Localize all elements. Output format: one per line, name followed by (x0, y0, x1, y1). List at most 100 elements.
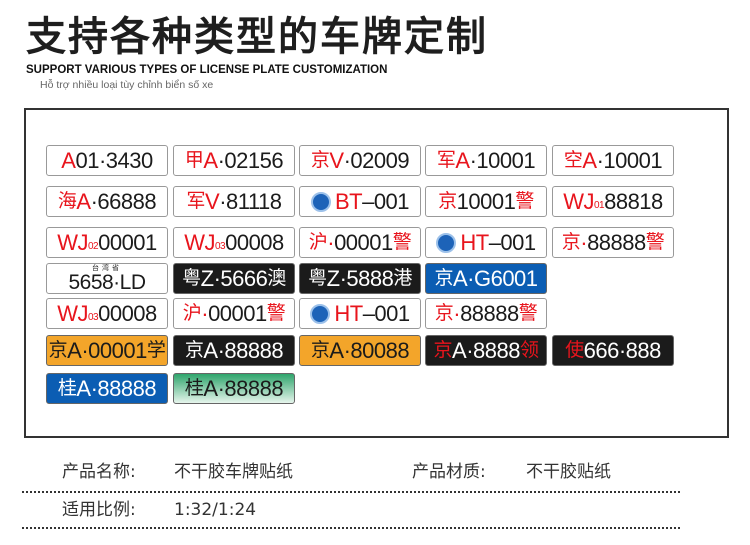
plate-text-segment: 03 (214, 241, 226, 252)
plate-text-segment: 00008 (225, 229, 284, 255)
license-plate: 桂 A·88888 (173, 373, 295, 404)
license-plate: 粤 Z·5888 港 (299, 263, 421, 294)
plate-text-segment: 02 (87, 241, 99, 252)
police-emblem-icon (436, 232, 457, 253)
product-material-label: 产品材质: (412, 462, 486, 482)
plate-text-segment: 军 (186, 190, 206, 212)
product-name-label: 产品名称: (62, 462, 136, 482)
product-name-value: 不干胶车牌贴纸 (174, 462, 293, 482)
plate-text-segment: 10001 (456, 188, 516, 214)
plate-text-segment: 粤 (308, 267, 327, 289)
plate-text-segment: 澳 (267, 267, 286, 289)
plate-text-segment: WJ (563, 188, 594, 214)
plate-text-segment: A·8888 (452, 337, 520, 363)
plate-text-segment: ·02009 (343, 147, 410, 173)
plate-text-segment: 京 (310, 339, 330, 361)
plate-text-segment: 京 (48, 339, 68, 361)
plate-text-segment: 警 (392, 231, 412, 253)
plate-text-segment: Z·5666 (200, 265, 268, 291)
plate-text-segment: · (580, 229, 588, 255)
plate-text-segment: Z·5888 (326, 265, 394, 291)
license-plate: 使 666·888 (552, 335, 674, 366)
plate-text-segment: ·66888 (90, 188, 157, 214)
plate-text-segment: A·88888 (76, 375, 157, 401)
plate-text-segment: A·88888 (203, 375, 284, 401)
plate-text-segment: A·00001 (67, 337, 147, 363)
plate-text-segment: –001 (488, 229, 536, 255)
license-plate: 京 V ·02009 (299, 145, 421, 176)
plate-text-segment: · (201, 300, 209, 326)
plate-text-segment: BT (334, 188, 363, 214)
license-plate: 军 A ·10001 (425, 145, 547, 176)
plate-text-segment: · (453, 300, 461, 326)
license-plate: 甲 A ·02156 (173, 145, 295, 176)
plate-text-segment: V (329, 147, 344, 173)
plate-text-segment: WJ (57, 300, 88, 326)
license-plate: 京 10001 警 (425, 186, 547, 217)
plate-text-segment: 京 (184, 339, 204, 361)
plate-text-segment: A·G6001 (452, 265, 538, 291)
license-plate: WJ 01 88818 (552, 186, 674, 217)
plate-text-segment: 桂 (184, 377, 204, 399)
license-plate: 台湾省 5658·LD (46, 263, 168, 294)
plate-text-segment: 88888 (460, 300, 519, 326)
vietnamese-subtitle: Hỗ trợ nhiều loại tùy chỉnh biển số xe (40, 79, 214, 91)
plates-frame (24, 108, 729, 438)
plate-text-segment: 警 (266, 302, 286, 324)
plate-text-segment: 学 (146, 339, 166, 361)
police-emblem-icon (310, 303, 331, 324)
plate-text-segment: 01 (593, 200, 605, 211)
scale-label: 适用比例: (62, 500, 136, 520)
license-plate: 海 A ·66888 (46, 186, 168, 217)
license-plate: 沪 · 00001 警 (173, 298, 295, 329)
plate-text-segment: 空 (563, 149, 583, 171)
plate-text-segment: HT (334, 300, 363, 326)
plate-text-segment: A·80088 (329, 337, 410, 363)
license-plate: 京 A·00001 学 (46, 335, 168, 366)
license-plate: 军 V ·81118 (173, 186, 295, 217)
plate-text-segment: 京 (433, 339, 453, 361)
plate-text-segment: A (203, 147, 218, 173)
scale-value: 1:32/1:24 (174, 500, 257, 520)
license-plate: 空 A ·10001 (552, 145, 674, 176)
plate-text-segment: V (205, 188, 220, 214)
license-plate: 京 A·8888 领 (425, 335, 547, 366)
plate-text-segment: 京 (561, 231, 581, 253)
license-plate: HT –001 (425, 227, 547, 258)
plate-text-segment: –001 (362, 188, 410, 214)
page-subtitle: SUPPORT VARIOUS TYPES OF LICENSE PLATE C… (26, 64, 388, 76)
police-emblem-icon (310, 191, 331, 212)
plate-text-segment: · (327, 229, 335, 255)
license-plate: HT –001 (299, 298, 421, 329)
plate-text-segment: WJ (184, 229, 215, 255)
plate-text-segment: WJ (57, 229, 88, 255)
license-plate: WJ 02 00001 (46, 227, 168, 258)
plate-text-segment: 沪 (182, 302, 202, 324)
plate-text-segment: –001 (362, 300, 410, 326)
license-plate: WJ 03 00008 (173, 227, 295, 258)
divider (22, 491, 680, 493)
license-plate: A 01·3430 (46, 145, 168, 176)
plate-text-segment: 88888 (587, 229, 646, 255)
plate-text-segment: A (61, 147, 76, 173)
license-plate: 京 A·88888 (173, 335, 295, 366)
plate-text-segment: 港 (393, 267, 412, 289)
plate-text-segment: ·10001 (469, 147, 536, 173)
plate-text-segment: 警 (645, 231, 665, 253)
plate-text-segment: ·10001 (596, 147, 663, 173)
plate-text-segment: 00001 (98, 229, 157, 255)
license-plate: 桂 A·88888 (46, 373, 168, 404)
plate-text-segment: A (455, 147, 470, 173)
plate-text-segment: 警 (518, 302, 538, 324)
plate-text-segment: 00008 (98, 300, 157, 326)
plate-text-segment: 甲 (184, 149, 204, 171)
plate-text-segment: 京 (434, 302, 454, 324)
plate-text-segment: 粤 (182, 267, 201, 289)
plate-text-segment: A·88888 (203, 337, 284, 363)
plate-province-text: 台湾省 (92, 264, 122, 272)
plate-text-segment: 沪 (308, 231, 328, 253)
plate-text-segment: 京 (438, 190, 457, 212)
plate-text-segment: ·81118 (219, 188, 282, 214)
plate-text-segment: 京 (310, 149, 330, 171)
plate-text-segment: 警 (515, 190, 534, 212)
